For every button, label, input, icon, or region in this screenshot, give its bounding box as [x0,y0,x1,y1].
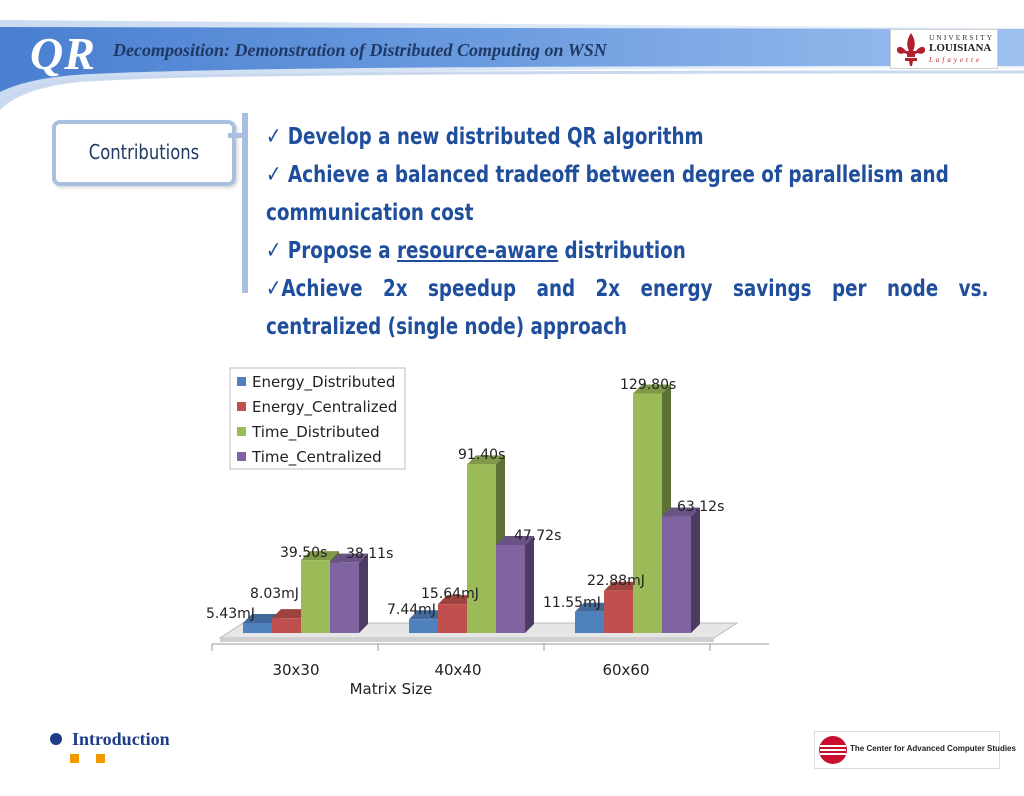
cacs-logo: The Center for Advanced Computer Studies [814,731,1016,769]
contributions-label: Contributions [88,140,200,164]
data-label: 47.72s [514,528,561,544]
x-tick-label: 40x40 [434,661,481,679]
legend-swatch [237,452,246,461]
data-label: 8.03mJ [250,586,299,602]
bar-top [272,609,310,619]
data-label: 129.80s [620,377,676,393]
chart-bars [243,384,700,633]
legend-box [229,367,406,470]
bullet-item-continuation: communication cost [266,198,532,226]
bar-time-distributed [301,560,330,633]
x-tick-label: 30x30 [272,661,319,679]
chart-floor-edge [220,638,714,642]
bar-top [575,602,613,612]
bar-energy-centralized [604,590,633,633]
university-logo-line1: UNIVERSITY [929,33,994,42]
bar-top [604,581,642,591]
legend-swatch [237,427,246,436]
data-label: 11.55mJ [543,595,601,611]
bar-time-distributed [633,393,662,633]
cacs-label: The Center for Advanced Computer Studies [850,744,1016,753]
legend-entry: Energy_Centralized [252,398,397,417]
bar-top [438,595,476,605]
bar-top [301,551,339,561]
check-icon: ✓ [266,274,282,302]
legend-entry: Time_Centralized [251,448,382,467]
fleur-de-lis-icon [896,33,926,66]
qr-logo-text: QR [30,28,96,79]
data-label: 22.88mJ [587,573,645,589]
data-label: 91.40s [458,447,505,463]
chart-legend: Energy_Distributed Energy_Centralized Time… [229,367,406,470]
bar-side [525,535,534,633]
check-icon: ✓ [266,122,282,150]
bar-top [662,507,700,517]
bullet-text: Propose a [287,236,398,264]
check-icon: ✓ [266,160,282,188]
bullet-text: Achieve a balanced tradeoff between degr… [287,160,949,188]
bar-energy-distributed [409,619,438,633]
nav-introduction[interactable]: Introduction [72,729,170,749]
bullet-item: ✓ Propose a resource-aware distribution [266,236,804,264]
university-logo: UNIVERSITY LOUISIANA Lafayette [890,29,998,69]
bullet-text: Achieve 2x speedup and 2x energy savings… [281,274,989,302]
bar-side [359,553,368,633]
check-icon: ✓ [266,236,282,264]
bar-energy-centralized [272,618,301,633]
bar-side [691,507,700,633]
slide-title: Decomposition: Demonstration of Distribu… [113,40,607,60]
bullet-underlined-text: resource-aware [397,236,559,264]
bullet-text: communication cost [266,198,474,226]
bullet-text: Develop a new distributed QR algorithm [287,122,704,150]
bar-energy-centralized [438,604,467,633]
legend-swatch [237,377,246,386]
bar-energy-distributed [243,622,272,633]
university-logo-line2: LOUISIANA [929,42,992,54]
data-label: 7.44mJ [387,602,436,618]
legend-swatch [237,402,246,411]
nav-square-icon [70,754,79,763]
data-label: 38.11s [346,546,393,562]
contributions-box: Contributions [52,120,236,186]
divider-line [242,113,248,293]
data-label: 5.43mJ [206,606,255,622]
data-label: 15.64mJ [421,586,479,602]
bar-energy-distributed [575,611,604,633]
university-logo-line3: Lafayette [929,56,983,64]
bar-top [496,535,534,545]
chart-axis: 30x30 40x40 60x60 Matrix Size [211,643,769,698]
header-banner [0,20,1024,110]
bullet-text: distribution [558,236,686,264]
data-label: 63.12s [677,499,724,515]
bar-time-centralized [330,562,359,633]
cacs-emblem-icon [819,736,847,764]
bullet-item: ✓ Develop a new distributed QR algorithm [266,122,827,150]
bar-time-distributed [467,464,496,633]
bullet-item: ✓ Achieve a balanced tradeoff between de… [266,160,1024,188]
bar-time-centralized [662,516,691,633]
bar-time-centralized [496,544,525,633]
legend-entry: Time_Distributed [251,423,380,442]
legend-entry: Energy_Distributed [252,373,395,392]
bar-top [633,384,671,394]
bar-top [330,553,368,563]
bullet-text: centralized (single node) approach [266,312,628,340]
x-axis-title: Matrix Size [350,680,433,698]
bullet-dot-icon [50,733,62,745]
bar-top [243,613,281,623]
connector-line [228,133,244,138]
bullet-item: ✓Achieve 2x speedup and 2x energy saving… [266,274,1024,302]
data-label: 39.50s [280,545,327,561]
bar-top [409,610,447,620]
bar-top [467,455,505,465]
nav-square-icon [96,754,105,763]
bullet-item-continuation: centralized (single node) approach [266,312,729,340]
x-tick-label: 60x60 [602,661,649,679]
